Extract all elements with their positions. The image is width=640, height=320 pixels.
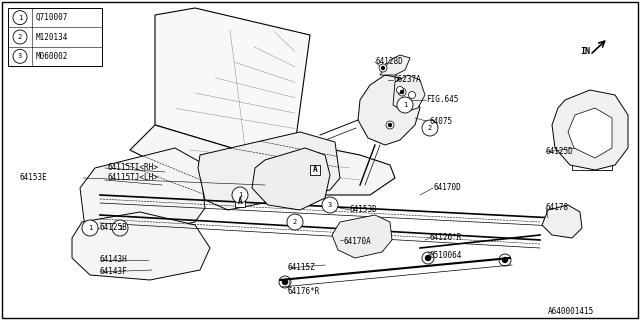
Polygon shape bbox=[80, 148, 205, 240]
Circle shape bbox=[82, 220, 98, 236]
Text: IN: IN bbox=[580, 47, 590, 57]
Text: 0510064: 0510064 bbox=[430, 251, 462, 260]
Circle shape bbox=[381, 66, 385, 70]
Text: M120134: M120134 bbox=[36, 33, 68, 42]
Circle shape bbox=[388, 123, 392, 127]
Circle shape bbox=[553, 218, 557, 222]
Circle shape bbox=[311, 158, 319, 166]
Text: A: A bbox=[313, 165, 317, 174]
Polygon shape bbox=[130, 125, 395, 195]
Circle shape bbox=[282, 279, 288, 285]
Text: 3: 3 bbox=[18, 53, 22, 59]
Circle shape bbox=[274, 164, 282, 172]
Text: 1: 1 bbox=[118, 225, 122, 231]
Circle shape bbox=[552, 217, 559, 223]
Circle shape bbox=[174, 256, 182, 264]
Polygon shape bbox=[542, 205, 582, 238]
Text: 64170D: 64170D bbox=[433, 183, 461, 193]
Text: 2: 2 bbox=[428, 125, 432, 131]
Text: 2: 2 bbox=[18, 34, 22, 40]
Text: 64143H: 64143H bbox=[100, 255, 128, 265]
Circle shape bbox=[570, 218, 574, 222]
Text: 64115TJ<LH>: 64115TJ<LH> bbox=[108, 173, 159, 182]
Circle shape bbox=[112, 220, 128, 236]
Circle shape bbox=[322, 197, 338, 213]
Circle shape bbox=[88, 233, 92, 237]
Circle shape bbox=[86, 231, 94, 239]
Text: 66237A: 66237A bbox=[393, 76, 420, 84]
Circle shape bbox=[13, 49, 27, 63]
Text: 64170A: 64170A bbox=[343, 237, 371, 246]
Text: Q710007: Q710007 bbox=[36, 13, 68, 22]
Circle shape bbox=[400, 90, 404, 94]
Bar bbox=[310, 165, 320, 175]
Circle shape bbox=[287, 214, 303, 230]
Circle shape bbox=[408, 92, 415, 99]
Circle shape bbox=[422, 120, 438, 136]
Polygon shape bbox=[155, 8, 310, 155]
Text: 1: 1 bbox=[238, 192, 242, 198]
Circle shape bbox=[13, 30, 27, 44]
Text: 2: 2 bbox=[293, 219, 297, 225]
Text: 1: 1 bbox=[18, 15, 22, 21]
Bar bbox=[8, 8, 102, 66]
Text: 64125B: 64125B bbox=[100, 223, 128, 233]
Bar bbox=[572, 148, 612, 170]
Circle shape bbox=[397, 86, 403, 93]
Circle shape bbox=[422, 252, 434, 264]
Circle shape bbox=[386, 121, 394, 129]
Polygon shape bbox=[552, 90, 628, 170]
Text: 64128D: 64128D bbox=[375, 58, 403, 67]
Text: 64178: 64178 bbox=[546, 204, 569, 212]
Polygon shape bbox=[72, 212, 210, 280]
Circle shape bbox=[360, 234, 365, 238]
Circle shape bbox=[151, 264, 159, 272]
Circle shape bbox=[311, 194, 319, 202]
Text: FIG.645: FIG.645 bbox=[426, 95, 458, 105]
Circle shape bbox=[425, 255, 431, 261]
Text: 64115Z: 64115Z bbox=[288, 263, 316, 273]
Circle shape bbox=[232, 187, 248, 203]
Polygon shape bbox=[358, 75, 420, 145]
Circle shape bbox=[279, 276, 291, 288]
Circle shape bbox=[357, 231, 367, 241]
Ellipse shape bbox=[105, 232, 185, 268]
Text: 64153D: 64153D bbox=[350, 205, 378, 214]
Circle shape bbox=[379, 64, 387, 72]
Text: 64153E: 64153E bbox=[20, 173, 48, 182]
Polygon shape bbox=[393, 75, 425, 112]
Polygon shape bbox=[332, 215, 392, 258]
Text: 1: 1 bbox=[88, 225, 92, 231]
Bar bbox=[235, 197, 245, 207]
Text: 64125D: 64125D bbox=[546, 148, 573, 156]
Circle shape bbox=[274, 198, 282, 206]
Text: 64143F: 64143F bbox=[100, 268, 128, 276]
Circle shape bbox=[313, 160, 317, 164]
Text: A: A bbox=[237, 197, 243, 206]
Text: 3: 3 bbox=[328, 202, 332, 208]
Polygon shape bbox=[380, 55, 410, 75]
Polygon shape bbox=[198, 132, 340, 210]
Circle shape bbox=[397, 97, 413, 113]
Text: M060002: M060002 bbox=[36, 52, 68, 61]
Text: 64176*R: 64176*R bbox=[288, 287, 321, 297]
Text: A640001415: A640001415 bbox=[548, 307, 595, 316]
Circle shape bbox=[176, 258, 180, 262]
Circle shape bbox=[313, 196, 317, 200]
Circle shape bbox=[276, 200, 280, 204]
Text: 64115TI<RH>: 64115TI<RH> bbox=[108, 164, 159, 172]
Text: 64075: 64075 bbox=[430, 117, 453, 126]
Polygon shape bbox=[252, 148, 330, 210]
Text: 1: 1 bbox=[403, 102, 407, 108]
Circle shape bbox=[568, 217, 575, 223]
Circle shape bbox=[502, 257, 508, 263]
Circle shape bbox=[499, 254, 511, 266]
Circle shape bbox=[276, 166, 280, 170]
Circle shape bbox=[153, 266, 157, 270]
Circle shape bbox=[398, 88, 406, 96]
Text: 64126*R: 64126*R bbox=[430, 234, 462, 243]
Polygon shape bbox=[568, 108, 612, 158]
Circle shape bbox=[13, 11, 27, 25]
